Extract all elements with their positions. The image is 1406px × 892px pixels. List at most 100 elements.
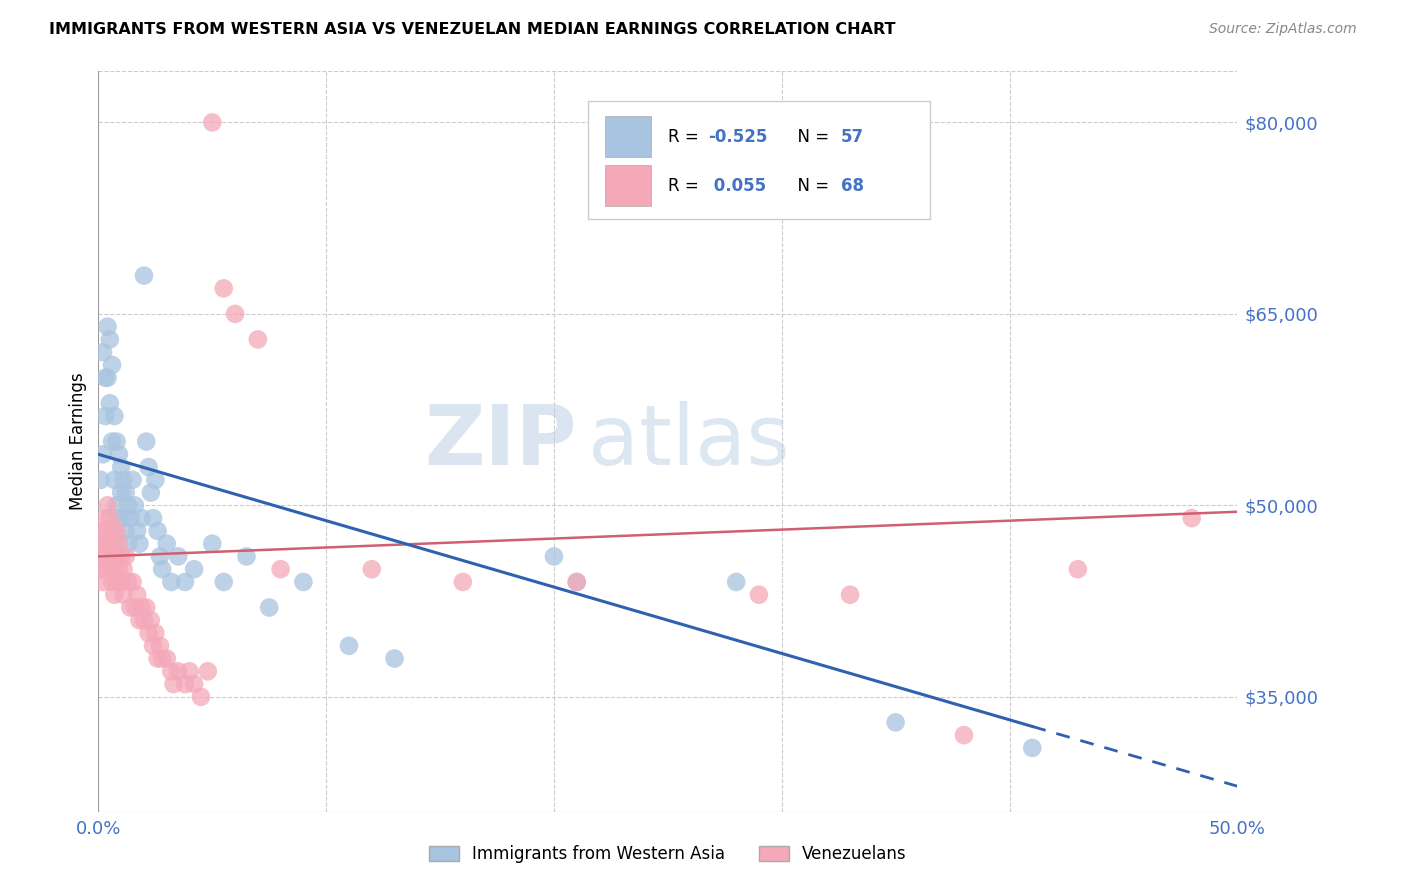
Point: [103, 562, 125, 576]
Point: [103, 588, 125, 602]
Point: [149, 639, 172, 653]
Point: [112, 473, 135, 487]
Point: [96, 370, 118, 384]
Point: [132, 268, 155, 283]
Point: [117, 499, 139, 513]
Text: N =: N =: [787, 128, 835, 145]
FancyBboxPatch shape: [605, 116, 651, 156]
Text: IMMIGRANTS FROM WESTERN ASIA VS VENEZUELAN MEDIAN EARNINGS CORRELATION CHART: IMMIGRANTS FROM WESTERN ASIA VS VENEZUEL…: [49, 22, 896, 37]
Point: [150, 651, 173, 665]
Point: [138, 460, 160, 475]
Point: [120, 511, 142, 525]
Point: [360, 562, 382, 576]
Point: [105, 549, 128, 564]
Point: [103, 536, 125, 550]
Point: [121, 473, 143, 487]
Point: [128, 613, 150, 627]
Legend: Immigrants from Western Asia, Venezuelans: Immigrants from Western Asia, Venezuelan…: [422, 838, 914, 870]
Point: [139, 613, 162, 627]
Point: [98, 536, 121, 550]
Point: [156, 536, 179, 550]
Point: [160, 665, 183, 679]
Point: [101, 524, 124, 538]
Text: ZIP: ZIP: [425, 401, 576, 482]
Point: [103, 409, 125, 423]
Point: [110, 574, 132, 589]
Point: [94, 536, 117, 550]
Point: [156, 651, 179, 665]
Point: [91, 345, 114, 359]
Text: R =: R =: [668, 178, 704, 195]
Point: [108, 511, 131, 525]
Point: [139, 485, 162, 500]
Point: [90, 473, 112, 487]
Point: [127, 524, 149, 538]
Point: [105, 499, 128, 513]
Point: [162, 677, 184, 691]
Point: [212, 281, 235, 295]
Point: [98, 396, 121, 410]
Point: [96, 524, 118, 538]
Point: [108, 447, 131, 461]
Point: [108, 536, 131, 550]
Point: [101, 549, 124, 564]
Point: [197, 665, 219, 679]
Point: [114, 485, 136, 500]
Point: [884, 715, 907, 730]
Point: [90, 562, 112, 576]
Text: 0.055: 0.055: [707, 178, 766, 195]
Point: [91, 549, 114, 564]
Point: [246, 333, 269, 347]
Point: [132, 613, 155, 627]
Point: [138, 626, 160, 640]
Point: [451, 574, 474, 589]
Point: [190, 690, 212, 704]
Point: [135, 600, 157, 615]
Point: [110, 485, 132, 500]
Text: 57: 57: [841, 128, 865, 145]
Point: [110, 549, 132, 564]
Point: [259, 600, 281, 615]
Point: [96, 319, 118, 334]
Point: [127, 588, 149, 602]
Point: [94, 511, 117, 525]
Point: [131, 600, 153, 615]
Point: [183, 677, 205, 691]
Point: [105, 524, 128, 538]
Point: [124, 600, 146, 615]
Point: [270, 562, 292, 576]
Text: N =: N =: [787, 178, 835, 195]
FancyBboxPatch shape: [605, 165, 651, 206]
Point: [142, 511, 165, 525]
Point: [384, 651, 406, 665]
Text: atlas: atlas: [588, 401, 790, 482]
Point: [142, 639, 165, 653]
Point: [292, 574, 315, 589]
Point: [235, 549, 257, 564]
Point: [98, 562, 121, 576]
Point: [839, 588, 862, 602]
Point: [145, 626, 167, 640]
Point: [91, 524, 114, 538]
Point: [117, 536, 139, 550]
Point: [725, 574, 748, 589]
Point: [565, 574, 588, 589]
Point: [112, 588, 135, 602]
Point: [179, 665, 201, 679]
Point: [96, 499, 118, 513]
Point: [101, 574, 124, 589]
Point: [160, 574, 183, 589]
Point: [174, 574, 197, 589]
Point: [114, 549, 136, 564]
Point: [565, 574, 588, 589]
Point: [103, 473, 125, 487]
Point: [110, 460, 132, 475]
Point: [94, 370, 117, 384]
Text: 68: 68: [841, 178, 863, 195]
Text: R =: R =: [668, 128, 704, 145]
Point: [150, 562, 173, 576]
Point: [224, 307, 246, 321]
Point: [146, 524, 169, 538]
Point: [105, 434, 128, 449]
Point: [174, 677, 197, 691]
